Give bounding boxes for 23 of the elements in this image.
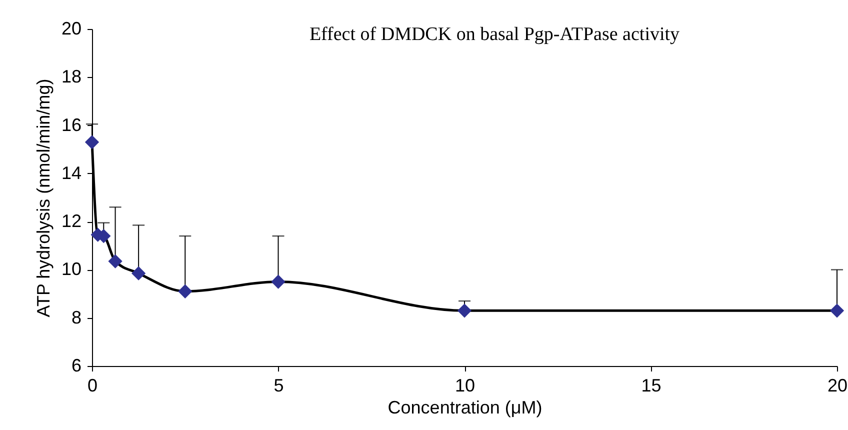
point (271, 274, 286, 289)
y-tick-label: 6 (71, 356, 82, 376)
x-tick-label: 5 (274, 376, 284, 396)
y-tick-label: 10 (61, 259, 82, 280)
x-tick-label: 15 (641, 376, 662, 396)
point (457, 304, 472, 318)
y-tick-label: 18 (61, 66, 82, 87)
y-tick-label: 16 (61, 114, 82, 135)
y-tick-label: 14 (61, 162, 82, 183)
y-axis-title: ATP hydrolysis (nmol/min/mg) (33, 78, 54, 318)
x-tick-label: 0 (87, 376, 98, 396)
chart-title: Effect of DMDCK on basal Pgp-ATPase activity (309, 24, 680, 45)
x-tick-label: 20 (827, 376, 848, 396)
point (131, 266, 146, 280)
point (108, 254, 122, 268)
point (178, 284, 192, 298)
y-tick-label: 8 (71, 307, 82, 328)
point (830, 304, 844, 318)
y-tick-label: 20 (61, 18, 82, 38)
x-tick-label: 10 (454, 376, 476, 396)
x-axis-title: Concentration (μM) (388, 398, 542, 418)
point (84, 135, 100, 150)
y-tick-label: 12 (61, 211, 82, 232)
